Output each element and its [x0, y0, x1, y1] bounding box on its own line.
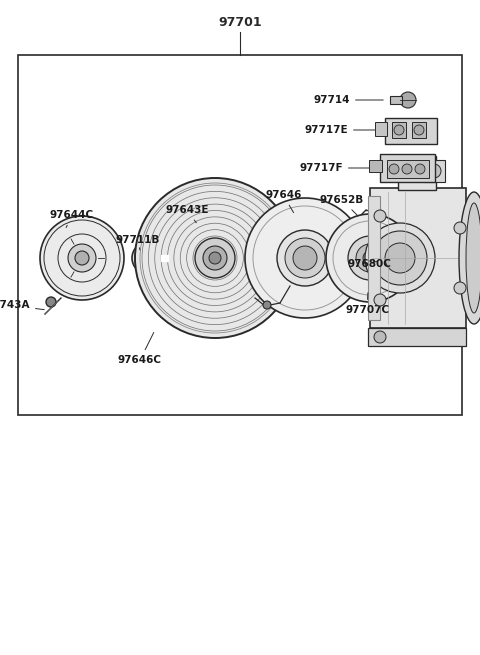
Text: 97646: 97646	[265, 190, 301, 213]
Circle shape	[389, 164, 399, 174]
Circle shape	[374, 210, 386, 222]
Text: 97707C: 97707C	[345, 293, 389, 315]
Circle shape	[195, 238, 235, 278]
Bar	[385, 118, 437, 144]
Text: 97701: 97701	[218, 16, 262, 29]
Circle shape	[245, 198, 365, 318]
Text: 97643E: 97643E	[165, 205, 208, 223]
Text: 97743A: 97743A	[0, 300, 44, 310]
Bar	[412, 122, 426, 138]
Circle shape	[40, 216, 124, 300]
Bar	[375, 122, 387, 136]
Bar	[398, 156, 436, 190]
Circle shape	[277, 230, 333, 286]
Circle shape	[400, 92, 416, 108]
Text: 97711B: 97711B	[115, 235, 159, 250]
Circle shape	[356, 244, 384, 272]
Circle shape	[68, 244, 96, 272]
Bar	[390, 96, 402, 104]
Bar	[369, 160, 382, 172]
Circle shape	[132, 242, 164, 274]
Circle shape	[135, 178, 295, 338]
Circle shape	[46, 297, 56, 307]
Text: 97652B: 97652B	[320, 195, 364, 216]
Circle shape	[143, 253, 153, 263]
Circle shape	[363, 251, 377, 265]
Bar	[392, 122, 406, 138]
Bar	[368, 196, 380, 320]
Circle shape	[373, 231, 427, 285]
Circle shape	[414, 125, 424, 135]
Circle shape	[209, 252, 221, 264]
Circle shape	[454, 282, 466, 294]
Text: 97646C: 97646C	[118, 333, 162, 365]
Bar	[368, 328, 466, 346]
Circle shape	[75, 251, 89, 265]
Bar	[387, 160, 429, 178]
Circle shape	[374, 294, 386, 306]
Bar	[380, 154, 435, 182]
Text: 97644C: 97644C	[50, 210, 94, 227]
Ellipse shape	[466, 203, 480, 313]
Circle shape	[454, 222, 466, 234]
Circle shape	[402, 164, 412, 174]
Bar	[18, 55, 462, 415]
Circle shape	[385, 243, 415, 273]
Text: 97680C: 97680C	[348, 259, 392, 269]
Circle shape	[371, 252, 379, 260]
Bar	[370, 188, 466, 328]
Ellipse shape	[459, 192, 480, 324]
Circle shape	[326, 214, 414, 302]
Circle shape	[365, 223, 435, 293]
Circle shape	[138, 248, 158, 268]
Text: 97717E: 97717E	[304, 125, 380, 135]
Circle shape	[415, 164, 425, 174]
Text: 97714: 97714	[313, 95, 383, 105]
Circle shape	[348, 236, 392, 280]
Circle shape	[374, 331, 386, 343]
Circle shape	[293, 246, 317, 270]
Circle shape	[394, 125, 404, 135]
Bar	[423, 160, 445, 182]
Polygon shape	[161, 255, 168, 261]
Circle shape	[203, 246, 227, 270]
Text: 97717F: 97717F	[300, 163, 377, 173]
Circle shape	[427, 164, 441, 178]
Circle shape	[263, 301, 271, 309]
Circle shape	[285, 238, 325, 278]
